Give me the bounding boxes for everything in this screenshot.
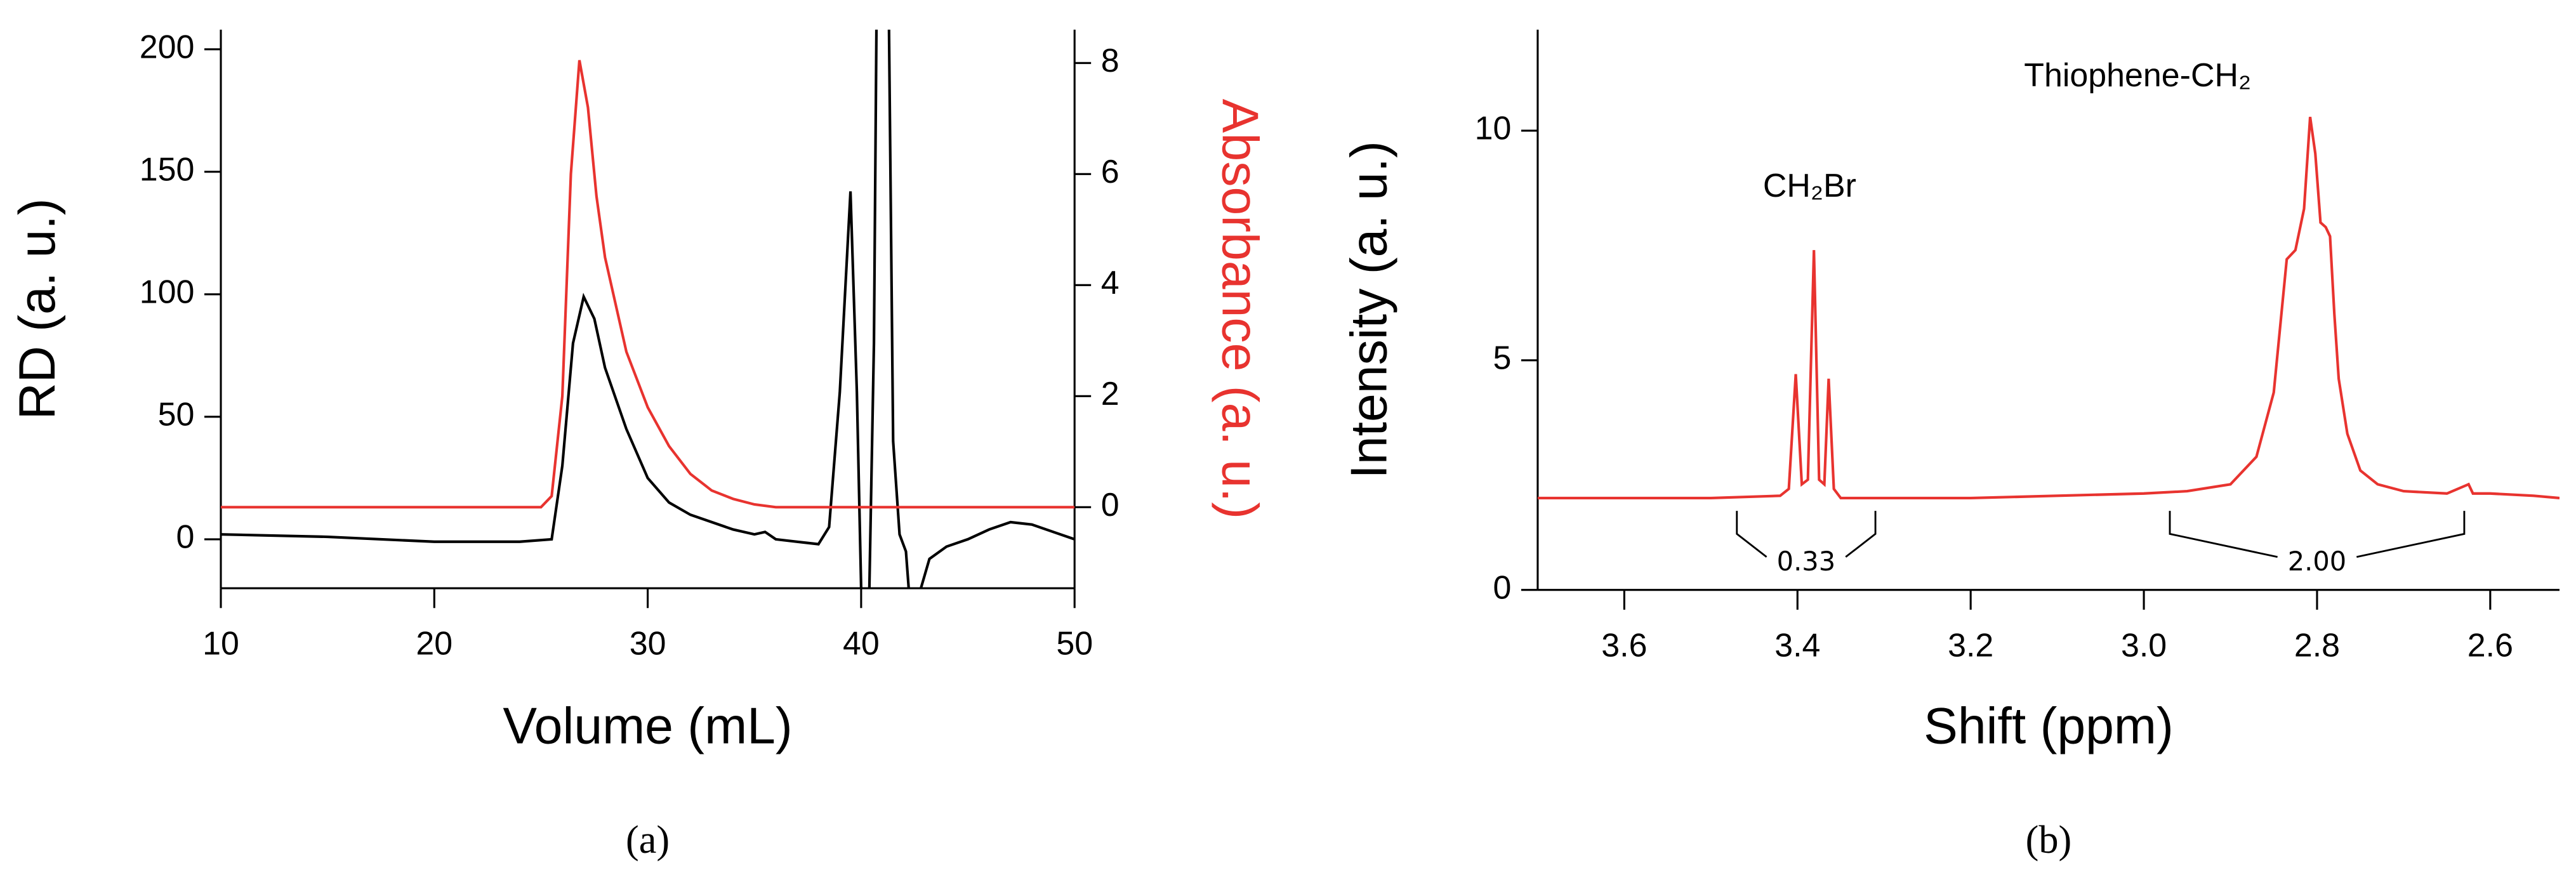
integral-bracket bbox=[2356, 511, 2466, 558]
y-tick-label: 0 bbox=[176, 519, 195, 556]
x-axis-label: Volume (mL) bbox=[503, 698, 792, 755]
y2-axis-label: Absorbance (a. u.) bbox=[1211, 99, 1268, 519]
integral-label: 2.00 bbox=[2288, 546, 2347, 577]
integral-bracket bbox=[1736, 511, 1767, 558]
y-tick-label: 10 bbox=[1475, 110, 1512, 147]
y2-tick-label: 6 bbox=[1101, 154, 1120, 190]
peak-annotation: CH₂Br bbox=[1763, 168, 1856, 204]
integral-bracket bbox=[2169, 511, 2278, 558]
y-tick-label: 0 bbox=[1493, 569, 1511, 606]
x-tick-label: 3.2 bbox=[1948, 627, 1993, 664]
x-tick-label: 20 bbox=[416, 626, 452, 662]
y-tick-label: 100 bbox=[140, 273, 195, 310]
panel-label: (b) bbox=[2026, 818, 2072, 862]
peak-annotation: Thiophene-CH₂ bbox=[2024, 57, 2251, 94]
x-tick-label: 50 bbox=[1056, 626, 1093, 662]
x-axis-label: Shift (ppm) bbox=[1924, 698, 2174, 755]
y2-tick-label: 8 bbox=[1101, 43, 1120, 79]
y2-tick-label: 2 bbox=[1101, 376, 1120, 412]
y-axis-label: RD (a. u.) bbox=[9, 198, 66, 419]
y-tick-label: 50 bbox=[158, 397, 195, 433]
data-line bbox=[220, 29, 1075, 589]
y-axis-label: Intensity (a. u.) bbox=[1341, 141, 1398, 478]
data-line bbox=[1537, 116, 2560, 500]
x-tick-label: 30 bbox=[630, 626, 666, 662]
y2-tick-label: 0 bbox=[1101, 487, 1120, 523]
panel-label: (a) bbox=[626, 818, 670, 862]
y-tick-label: 5 bbox=[1493, 340, 1511, 377]
x-tick-label: 3.6 bbox=[1601, 627, 1647, 664]
y-tick-label: 150 bbox=[140, 151, 195, 188]
x-tick-label: 3.4 bbox=[1774, 627, 1820, 664]
integral-label: 0.33 bbox=[1777, 546, 1836, 577]
integral-bracket bbox=[1845, 511, 1877, 558]
data-line bbox=[220, 60, 1075, 509]
x-tick-label: 10 bbox=[202, 626, 239, 662]
x-tick-label: 2.6 bbox=[2467, 627, 2513, 664]
x-tick-label: 2.8 bbox=[2294, 627, 2340, 664]
x-tick-label: 40 bbox=[843, 626, 880, 662]
y-tick-label: 200 bbox=[140, 29, 195, 65]
y2-tick-label: 4 bbox=[1101, 265, 1120, 301]
x-tick-label: 3.0 bbox=[2121, 627, 2167, 664]
